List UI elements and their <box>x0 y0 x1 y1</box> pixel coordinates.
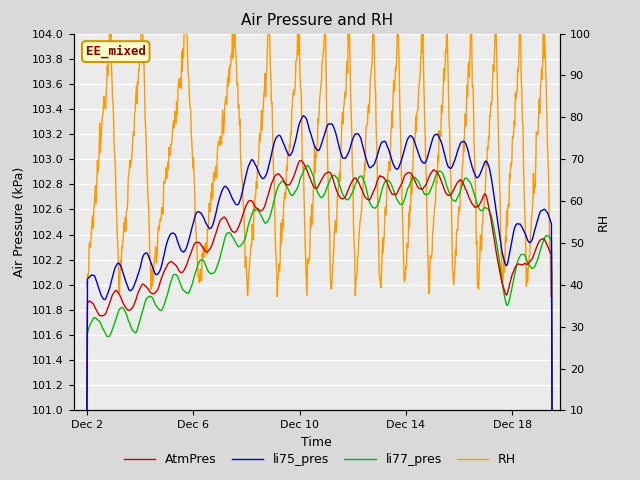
li77_pres <box>304 163 312 168</box>
AtmPres <box>366 197 374 203</box>
li75_pres <box>548 408 556 413</box>
Line: li75_pres: li75_pres <box>87 116 552 410</box>
RH <box>106 31 113 36</box>
li77_pres <box>436 168 444 174</box>
li77_pres <box>111 318 119 324</box>
AtmPres <box>548 408 556 413</box>
Legend: AtmPres, li75_pres, li77_pres, RH: AtmPres, li75_pres, li77_pres, RH <box>119 448 521 471</box>
RH <box>548 269 556 275</box>
AtmPres <box>380 175 388 180</box>
li77_pres <box>354 177 362 183</box>
li75_pres <box>436 137 444 143</box>
li75_pres <box>300 113 307 119</box>
li77_pres <box>484 206 492 212</box>
RH <box>436 129 444 135</box>
li75_pres <box>366 165 374 170</box>
li75_pres <box>111 264 119 270</box>
Text: EE_mixed: EE_mixed <box>86 45 146 58</box>
Y-axis label: RH: RH <box>596 213 609 231</box>
Y-axis label: Air Pressure (kPa): Air Pressure (kPa) <box>13 167 26 277</box>
RH <box>354 257 362 263</box>
li75_pres <box>83 408 91 413</box>
RH <box>547 294 555 300</box>
AtmPres <box>83 408 91 413</box>
li75_pres <box>354 131 362 137</box>
li77_pres <box>83 408 91 413</box>
AtmPres <box>484 201 492 206</box>
AtmPres <box>436 176 444 181</box>
li75_pres <box>380 139 388 144</box>
X-axis label: Time: Time <box>301 436 332 449</box>
li77_pres <box>548 408 556 413</box>
AtmPres <box>297 157 305 163</box>
li75_pres <box>484 161 492 167</box>
RH <box>112 193 120 199</box>
li77_pres <box>366 200 374 205</box>
RH <box>380 238 388 244</box>
Line: li77_pres: li77_pres <box>87 166 552 410</box>
Title: Air Pressure and RH: Air Pressure and RH <box>241 13 393 28</box>
AtmPres <box>111 288 119 293</box>
AtmPres <box>354 178 362 184</box>
RH <box>366 95 374 100</box>
Line: RH: RH <box>87 34 552 297</box>
RH <box>83 284 91 289</box>
RH <box>484 146 492 152</box>
Line: AtmPres: AtmPres <box>87 160 552 410</box>
li77_pres <box>380 181 388 187</box>
